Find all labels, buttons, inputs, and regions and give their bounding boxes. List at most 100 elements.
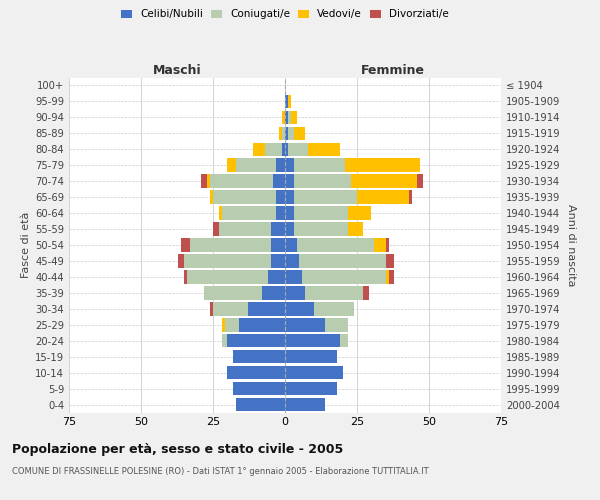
Bar bbox=[268, 270, 285, 283]
Bar bbox=[285, 366, 343, 380]
Y-axis label: Anni di nascita: Anni di nascita bbox=[566, 204, 576, 286]
Bar bbox=[285, 238, 296, 252]
Bar bbox=[274, 174, 285, 188]
Bar bbox=[285, 126, 288, 140]
Bar bbox=[314, 302, 354, 316]
Bar bbox=[213, 190, 277, 204]
Bar bbox=[363, 286, 368, 300]
Bar bbox=[285, 318, 325, 332]
Bar bbox=[285, 398, 325, 411]
Bar bbox=[279, 126, 282, 140]
Bar bbox=[288, 142, 308, 156]
Bar bbox=[285, 142, 288, 156]
Bar bbox=[293, 222, 349, 236]
Bar bbox=[221, 206, 277, 220]
Bar bbox=[285, 382, 337, 396]
Bar bbox=[271, 222, 285, 236]
Bar bbox=[386, 238, 389, 252]
Bar bbox=[299, 254, 386, 268]
Bar bbox=[213, 302, 248, 316]
Bar bbox=[293, 206, 349, 220]
Bar bbox=[187, 270, 268, 283]
Bar bbox=[325, 318, 349, 332]
Bar bbox=[221, 318, 224, 332]
Bar bbox=[285, 334, 340, 347]
Bar bbox=[277, 190, 285, 204]
Bar bbox=[227, 334, 285, 347]
Bar bbox=[210, 174, 274, 188]
Bar bbox=[282, 142, 285, 156]
Bar bbox=[349, 222, 363, 236]
Bar bbox=[210, 302, 213, 316]
Bar bbox=[386, 270, 389, 283]
Bar bbox=[285, 158, 293, 172]
Bar bbox=[296, 238, 374, 252]
Text: Popolazione per età, sesso e stato civile - 2005: Popolazione per età, sesso e stato civil… bbox=[12, 442, 343, 456]
Text: COMUNE DI FRASSINELLE POLESINE (RO) - Dati ISTAT 1° gennaio 2005 - Elaborazione : COMUNE DI FRASSINELLE POLESINE (RO) - Da… bbox=[12, 468, 428, 476]
Bar bbox=[184, 270, 187, 283]
Bar bbox=[357, 190, 409, 204]
Bar bbox=[190, 238, 271, 252]
Bar bbox=[219, 206, 221, 220]
Bar bbox=[285, 206, 293, 220]
Bar bbox=[409, 190, 412, 204]
Bar bbox=[233, 350, 285, 364]
Bar bbox=[288, 110, 291, 124]
Bar bbox=[305, 286, 363, 300]
Bar bbox=[386, 254, 394, 268]
Bar bbox=[291, 110, 296, 124]
Bar bbox=[282, 126, 285, 140]
Bar bbox=[253, 142, 265, 156]
Bar bbox=[285, 286, 305, 300]
Bar bbox=[285, 222, 293, 236]
Legend: Celibi/Nubili, Coniugati/e, Vedovi/e, Divorziati/e: Celibi/Nubili, Coniugati/e, Vedovi/e, Di… bbox=[117, 5, 453, 24]
Bar bbox=[248, 302, 285, 316]
Bar bbox=[293, 190, 357, 204]
Bar bbox=[285, 110, 288, 124]
Bar bbox=[271, 254, 285, 268]
Bar bbox=[181, 238, 190, 252]
Bar bbox=[285, 174, 293, 188]
Bar bbox=[340, 334, 349, 347]
Bar bbox=[224, 318, 239, 332]
Bar bbox=[227, 366, 285, 380]
Bar bbox=[210, 190, 213, 204]
Bar bbox=[346, 158, 421, 172]
Bar bbox=[418, 174, 423, 188]
Bar bbox=[178, 254, 184, 268]
Bar bbox=[285, 270, 302, 283]
Bar bbox=[207, 174, 210, 188]
Bar bbox=[265, 142, 282, 156]
Bar bbox=[308, 142, 340, 156]
Bar bbox=[277, 206, 285, 220]
Bar bbox=[285, 302, 314, 316]
Bar bbox=[285, 94, 288, 108]
Bar bbox=[389, 270, 394, 283]
Bar bbox=[288, 126, 293, 140]
Bar bbox=[233, 382, 285, 396]
Bar bbox=[282, 110, 285, 124]
Bar bbox=[236, 158, 277, 172]
Bar bbox=[351, 174, 418, 188]
Bar bbox=[374, 238, 386, 252]
Bar bbox=[271, 238, 285, 252]
Bar bbox=[205, 286, 262, 300]
Bar bbox=[293, 126, 305, 140]
Bar bbox=[239, 318, 285, 332]
Bar bbox=[262, 286, 285, 300]
Bar bbox=[285, 254, 299, 268]
Bar bbox=[293, 158, 346, 172]
Bar bbox=[227, 158, 236, 172]
Bar bbox=[288, 94, 291, 108]
Bar bbox=[285, 190, 293, 204]
Bar bbox=[236, 398, 285, 411]
Y-axis label: Fasce di età: Fasce di età bbox=[21, 212, 31, 278]
Bar bbox=[221, 334, 227, 347]
Bar bbox=[285, 350, 337, 364]
Bar bbox=[293, 174, 351, 188]
Bar bbox=[277, 158, 285, 172]
Text: Maschi: Maschi bbox=[152, 64, 202, 78]
Bar bbox=[184, 254, 271, 268]
Bar bbox=[213, 222, 219, 236]
Bar bbox=[202, 174, 207, 188]
